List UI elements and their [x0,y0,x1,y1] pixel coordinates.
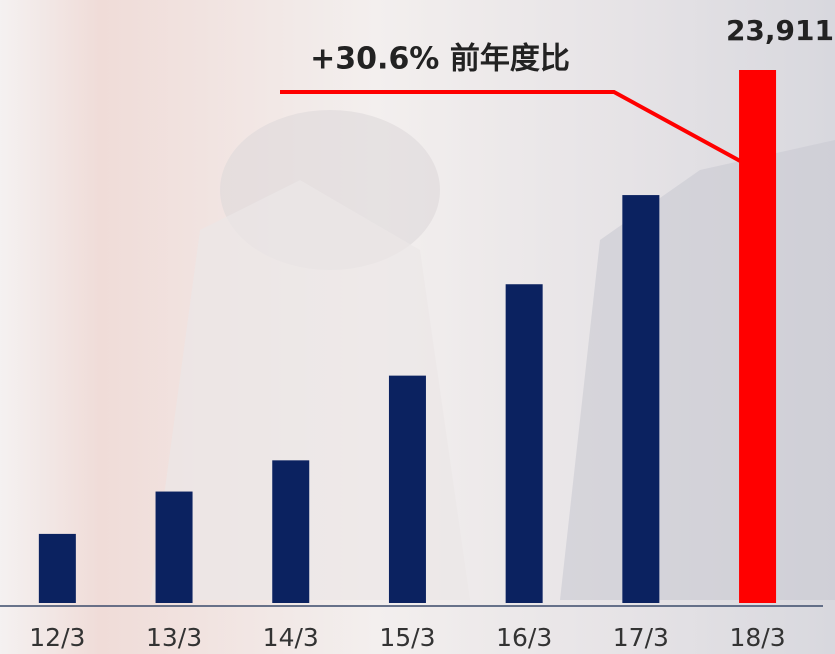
bar [388,375,426,603]
value-label: 23,911 [726,14,834,47]
annotation: +30.6% 前年度比 [310,42,570,77]
x-tick-label: 16/3 [496,623,552,652]
annotation-line [280,90,743,164]
bar [155,491,193,603]
x-tick-label: 13/3 [146,623,202,652]
x-tick-label: 14/3 [263,623,319,652]
x-tick-label: 18/3 [729,623,785,652]
bar [622,195,660,604]
x-tick-label: 15/3 [379,623,435,652]
bar [739,70,777,603]
bar [272,460,310,603]
bar [505,284,543,603]
x-tick-label: 12/3 [29,623,85,652]
bar [38,533,76,603]
x-tick-label: 17/3 [613,623,669,652]
